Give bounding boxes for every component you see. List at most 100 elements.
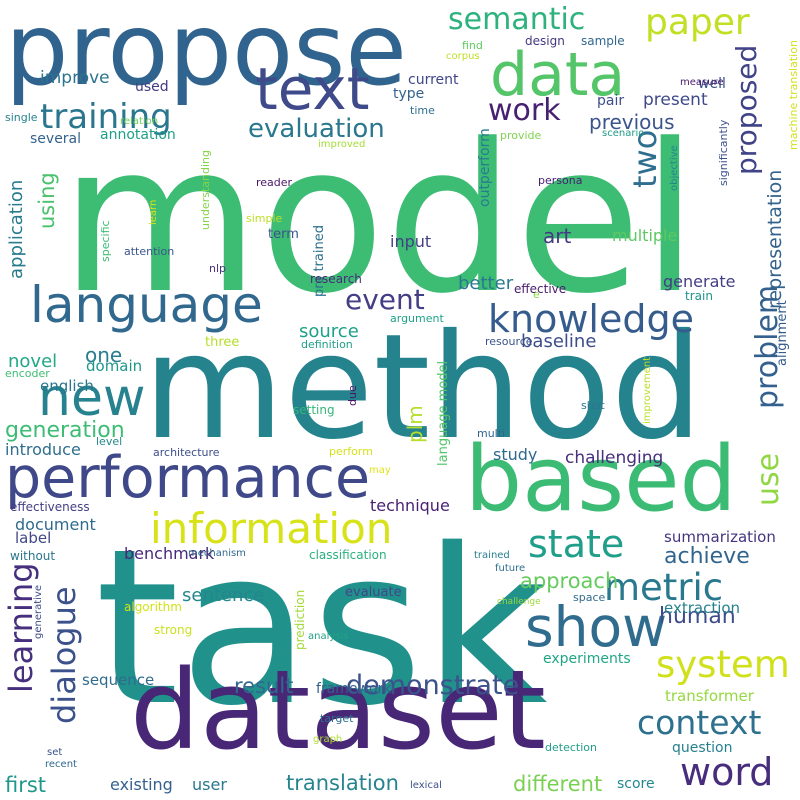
word-future: future [495, 563, 526, 574]
word-event: event [345, 283, 425, 316]
word-trained: trained [474, 550, 510, 561]
word-knowledge: knowledge [488, 297, 694, 341]
word-application: application [6, 179, 27, 279]
word-text: text [255, 55, 370, 123]
word-outperform: outperform [477, 128, 493, 207]
word-metric: metric [604, 566, 724, 609]
word-result: result [234, 674, 294, 698]
word-document: document [15, 515, 96, 534]
word-question: question [672, 740, 733, 756]
word-evaluate: evaluate [345, 585, 402, 600]
word-perform: perform [329, 445, 373, 458]
word-train: train [685, 289, 713, 303]
word-english: english [40, 377, 94, 395]
word-lexical: lexical [410, 780, 442, 791]
word-persona: persona [538, 174, 583, 187]
word-approach: approach [520, 569, 619, 593]
word-first: first [5, 773, 47, 797]
word-performance: performance [5, 445, 371, 511]
word-introduce: introduce [5, 440, 81, 459]
word-state: state [528, 522, 625, 566]
word-summarization: summarization [664, 528, 776, 546]
word-label: label [15, 529, 52, 547]
word-well: well [698, 76, 726, 92]
word-technique: technique [370, 496, 450, 515]
word-alignment: alignment [775, 300, 790, 366]
word-setting: setting [293, 403, 335, 417]
word-source: source [299, 321, 359, 342]
word-three: three [205, 335, 240, 350]
word-one: one [85, 343, 123, 367]
word-nlp: nlp [209, 262, 227, 275]
word-language: language [30, 276, 263, 334]
word-graph: graph [313, 734, 343, 745]
word-human: human [659, 604, 736, 629]
word-classification: classification [309, 548, 387, 562]
word-work: work [488, 93, 561, 128]
word-information: information [150, 504, 393, 553]
word-improvement: improvement [642, 356, 653, 424]
word-significantly: significantly [717, 119, 730, 186]
word-transformer: transformer [665, 687, 754, 705]
word-existing: existing [110, 775, 173, 794]
word-annotation: annotation [100, 127, 176, 143]
word-may: may [369, 465, 391, 476]
word-domain: domain [86, 357, 143, 375]
word-present: present [643, 90, 708, 110]
word-due: due [346, 385, 359, 406]
word-set: set [47, 747, 63, 758]
word-design: design [525, 34, 565, 48]
word-challenging: challenging [565, 448, 664, 468]
word-research: research [310, 272, 362, 286]
word-argument: argument [390, 312, 444, 325]
word-baseline: baseline [521, 331, 597, 352]
word-scenario: scenario [602, 128, 645, 139]
word-mechanism: mechanism [188, 548, 246, 559]
word-provide: provide [500, 129, 542, 142]
word-input: input [390, 232, 432, 251]
word-experiments: experiments [543, 651, 631, 667]
word-evaluation: evaluation [248, 114, 385, 144]
word-data: data [490, 40, 626, 110]
word-reader: reader [256, 176, 293, 189]
word-type: type [393, 86, 425, 102]
word-show: show [525, 595, 668, 659]
word-generation: generation [5, 418, 125, 443]
word-architecture: architecture [153, 446, 220, 459]
word-effective: effective [514, 282, 567, 296]
word-generative: generative [33, 585, 44, 639]
word-pre-trained: pre trained [312, 225, 327, 297]
word-plm: plm [403, 405, 427, 443]
word-framework: framework [316, 681, 392, 697]
word-space: space [573, 591, 606, 604]
word-art: art [543, 224, 572, 248]
word-analysis: analysis [308, 631, 349, 642]
word-multi: multi [477, 427, 506, 440]
word-study: study [493, 445, 538, 464]
word-sequence: sequence [82, 671, 155, 689]
word-prediction: prediction [293, 589, 307, 650]
word-paper: paper [645, 2, 750, 43]
word-term: term [268, 227, 299, 242]
word-pair: pair [597, 93, 625, 109]
word-training: training [40, 97, 172, 137]
word-objective: objective [669, 145, 680, 191]
word-machine-translation: machine translation [787, 40, 800, 150]
word-specific: specific [99, 220, 112, 262]
word-context: context [637, 703, 762, 742]
word-strong: strong [154, 623, 193, 637]
word-new: new [38, 368, 146, 428]
word-without: without [10, 549, 56, 563]
word-effectiveness: effectiveness [10, 500, 90, 514]
word-sentence: sentence [182, 585, 265, 606]
word-achieve: achieve [664, 544, 750, 569]
word-shot: shot [581, 399, 605, 412]
word-e: e [533, 288, 540, 301]
word-used: used [135, 79, 169, 95]
word-model: model [60, 101, 699, 339]
word-sample: sample [581, 34, 625, 48]
word-target: target [320, 712, 354, 725]
word-previous: previous [589, 110, 675, 134]
word-current: current [408, 72, 459, 88]
word-dataset: dataset [130, 646, 546, 774]
